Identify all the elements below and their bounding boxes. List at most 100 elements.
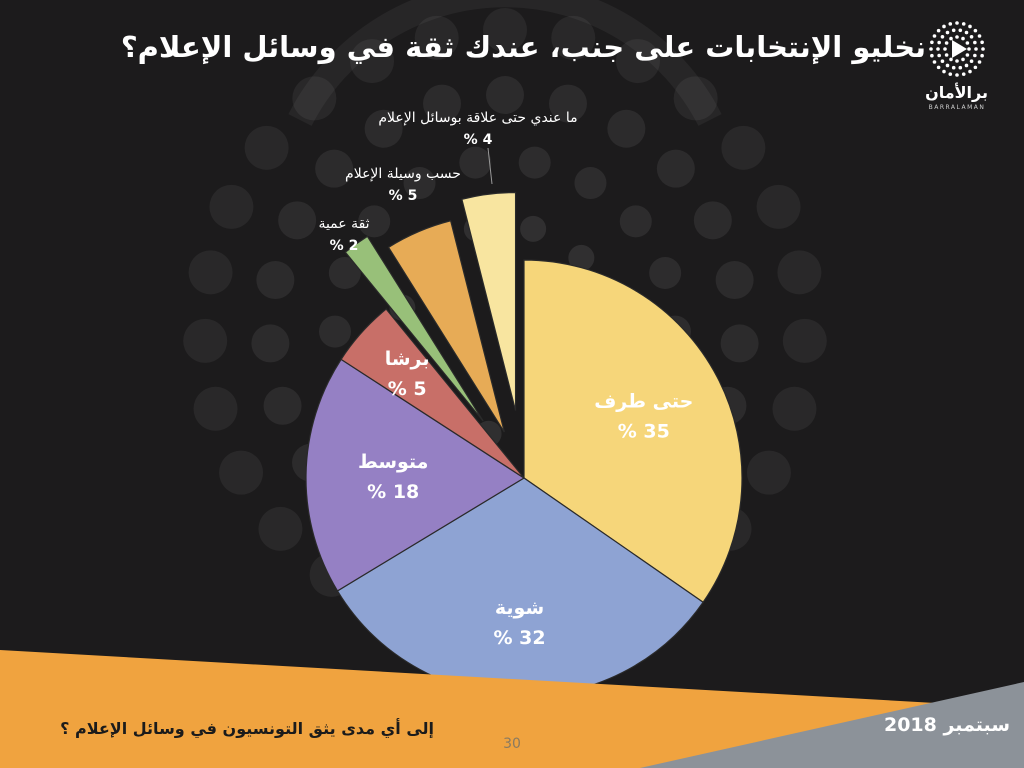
background-dot <box>319 315 352 348</box>
logo-dot <box>955 21 959 25</box>
background-dot <box>772 386 817 431</box>
logo-dot <box>949 36 953 41</box>
logo-dot <box>951 28 956 33</box>
slice-value-label: 4 % <box>464 132 493 148</box>
logo-dot <box>964 63 969 68</box>
logo-dot <box>980 40 984 45</box>
background-dot <box>403 167 436 200</box>
pie-slice <box>523 259 743 604</box>
logo-dot <box>932 60 937 64</box>
logo-dot <box>961 57 965 62</box>
logo-subtitle: BARRALAMAN <box>928 104 986 111</box>
logo-dot <box>969 59 974 64</box>
logo-dot <box>974 47 978 51</box>
logo-dot <box>969 34 974 39</box>
logo-dot <box>973 28 978 33</box>
slice-category-label: حتى طرف <box>594 390 693 412</box>
background-dot <box>649 257 682 290</box>
logo-dot <box>965 41 970 45</box>
slice-value-label: 5 % <box>388 378 427 400</box>
footer-orange-band <box>0 650 1024 768</box>
pie-slice <box>305 358 526 592</box>
logo-dot <box>973 40 977 45</box>
slice-value-label: 35 % <box>618 420 670 442</box>
logo-dot <box>942 24 946 29</box>
background-dot <box>615 39 660 84</box>
slice-category-label: متوسط <box>358 451 428 473</box>
slide-title: نخليو الإنتخابات على جنب، عندك ثقة في وس… <box>120 30 926 64</box>
logo-dot <box>940 59 945 64</box>
background-dot <box>777 250 822 295</box>
background-dot <box>278 201 317 240</box>
logo-dot <box>932 34 937 38</box>
logo-dot <box>948 72 953 76</box>
logo-dot <box>943 47 947 51</box>
logo-dot <box>958 28 963 33</box>
background-dot <box>715 261 754 300</box>
logo-dot <box>930 40 934 45</box>
background-dot <box>548 84 587 123</box>
background-dot <box>459 146 492 179</box>
logo-dot <box>973 65 978 70</box>
background-dot <box>518 146 551 179</box>
background-dot <box>328 257 361 290</box>
background-dot <box>520 215 547 242</box>
background-dot <box>483 8 527 52</box>
logo-dot <box>961 22 966 26</box>
logo-dot <box>961 72 966 76</box>
background-dot <box>782 318 827 363</box>
background-dot <box>574 167 607 200</box>
background-dot <box>720 324 759 363</box>
background-dot <box>183 318 228 363</box>
background-dot <box>256 261 295 300</box>
logo-dot <box>968 69 972 74</box>
background-dot <box>607 109 646 148</box>
background-dot <box>673 76 718 121</box>
background-dot <box>656 149 695 188</box>
footer-date: سبتمبر 2018 <box>883 714 1010 736</box>
background-dot <box>258 506 303 551</box>
page-number: 30 <box>503 736 521 752</box>
slice-category-label: حسب وسيلة الإعلام <box>345 166 461 182</box>
slice-category-label: شوية <box>495 597 544 619</box>
background-dot <box>219 450 264 495</box>
play-signal-icon <box>929 21 985 77</box>
slice-value-label: 32 % <box>493 627 545 649</box>
background-dot <box>244 125 289 170</box>
logo-dot <box>936 47 940 51</box>
background-dot <box>292 76 337 121</box>
logo-dot <box>937 53 941 58</box>
background-dot <box>209 184 254 229</box>
logo-dot <box>965 53 970 57</box>
logo-dot <box>980 53 984 58</box>
logo-dot <box>936 28 941 33</box>
background-dot <box>188 250 233 295</box>
background-dot <box>746 450 791 495</box>
background-dot <box>423 84 462 123</box>
pie-slice <box>387 220 505 433</box>
background-dot <box>551 15 596 60</box>
slice-category-label: ما عندي حتى علاقة بوسائل الإعلام <box>378 110 577 126</box>
background-dot <box>414 15 459 60</box>
background-dot <box>251 324 290 363</box>
background-dot <box>263 386 302 425</box>
brand-logo: برالأمان BARRALAMAN <box>925 18 988 118</box>
background-dot <box>619 205 652 238</box>
logo-wordmark: برالأمان <box>925 83 988 102</box>
background-dot <box>486 76 524 114</box>
logo-dot <box>937 40 941 45</box>
logo-dot <box>967 47 971 51</box>
logo-dot <box>945 30 950 35</box>
logo-dot <box>940 34 945 39</box>
label-leader-line <box>487 147 493 185</box>
logo-dot <box>964 30 969 35</box>
logo-dot <box>944 41 949 45</box>
logo-dot <box>955 73 959 77</box>
logo-dot <box>936 65 941 70</box>
footer-gray-band <box>640 682 1024 768</box>
logo-dot <box>930 53 934 58</box>
background-dot <box>756 184 801 229</box>
